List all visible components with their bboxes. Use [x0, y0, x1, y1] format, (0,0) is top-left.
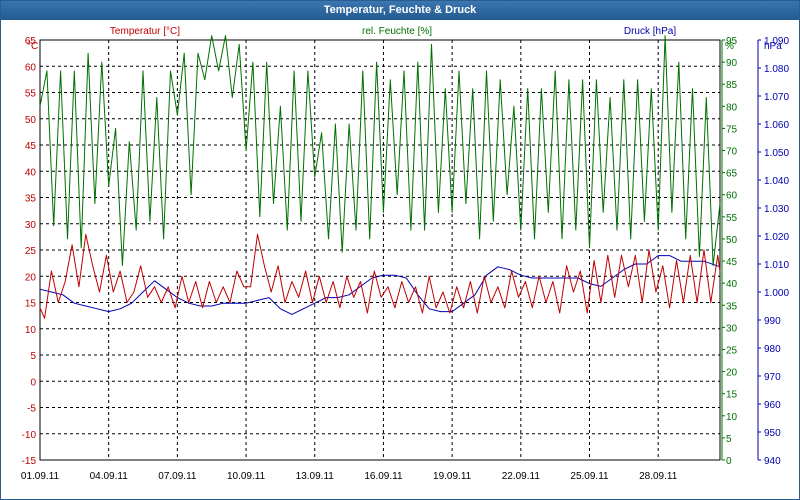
humidity-series-line — [39, 35, 721, 266]
axes: 65605550454035302520151050-5-10-15959085… — [22, 36, 790, 467]
humidity-tick-label: 85 — [726, 80, 738, 91]
legend-pressure: Druck [hPa] — [624, 26, 676, 37]
pressure-tick-label: 1.090 — [764, 36, 789, 47]
humidity-tick-label: 55 — [726, 213, 738, 224]
pressure-tick-label: 1.060 — [764, 120, 789, 131]
pressure-tick-label: 1.000 — [764, 288, 789, 299]
humidity-tick-label: 95 — [726, 36, 738, 47]
x-tick-label: 22.09.11 — [502, 471, 541, 482]
humidity-tick-label: 35 — [726, 301, 738, 312]
pressure-series-line — [39, 255, 721, 315]
humidity-tick-label: 45 — [726, 257, 738, 268]
plot-border — [39, 39, 721, 461]
x-tick-label: 01.09.11 — [21, 471, 60, 482]
pressure-tick-label: 1.020 — [764, 232, 789, 243]
temp-tick-label: 55 — [25, 89, 37, 100]
x-tick-label: 13.09.11 — [296, 471, 335, 482]
series-layer — [39, 35, 721, 319]
temp-tick-label: 50 — [25, 115, 37, 126]
x-tick-label: 25.09.11 — [570, 471, 609, 482]
x-tick-label: 10.09.11 — [227, 471, 266, 482]
pressure-tick-label: 1.070 — [764, 92, 789, 103]
x-tick-label: 04.09.11 — [90, 471, 129, 482]
grid — [40, 40, 720, 460]
humidity-tick-label: 50 — [726, 235, 738, 246]
left-axis-unit: °C — [27, 41, 38, 52]
humidity-axis-unit: % — [725, 41, 734, 52]
humidity-tick-label: 80 — [726, 102, 738, 113]
pressure-tick-label: 990 — [764, 316, 781, 327]
humidity-tick-label: 0 — [726, 456, 732, 467]
pressure-tick-label: 1.010 — [764, 260, 789, 271]
pressure-tick-label: 950 — [764, 428, 781, 439]
pressure-tick-label: 1.080 — [764, 64, 789, 75]
temp-tick-label: 10 — [25, 325, 37, 336]
temp-tick-label: 0 — [30, 377, 36, 388]
temp-tick-label: 45 — [25, 141, 37, 152]
humidity-tick-label: 25 — [726, 345, 738, 356]
humidity-tick-label: 75 — [726, 124, 738, 135]
temperature-series-line — [39, 233, 721, 319]
temp-tick-label: 30 — [25, 220, 37, 231]
humidity-tick-label: 60 — [726, 191, 738, 202]
temp-tick-label: 25 — [25, 246, 37, 257]
pressure-tick-label: 940 — [764, 456, 781, 467]
temp-tick-label: 35 — [25, 194, 37, 205]
humidity-tick-label: 5 — [726, 434, 732, 445]
humidity-tick-label: 90 — [726, 58, 738, 69]
pressure-tick-label: 960 — [764, 400, 781, 411]
humidity-tick-label: 70 — [726, 147, 738, 158]
humidity-tick-label: 40 — [726, 279, 738, 290]
humidity-tick-label: 65 — [726, 169, 738, 180]
x-axis-labels: 01.09.11 04.09.11 07.09.11 10.09.11 13.09.11… — [21, 471, 678, 482]
temp-tick-label: -10 — [22, 430, 37, 441]
temp-tick-label: 15 — [25, 299, 37, 310]
pressure-tick-label: 1.030 — [764, 204, 789, 215]
pressure-tick-label: 980 — [764, 344, 781, 355]
pressure-tick-label: 1.050 — [764, 148, 789, 159]
humidity-tick-label: 20 — [726, 368, 738, 379]
x-tick-label: 07.09.11 — [158, 471, 197, 482]
humidity-tick-label: 30 — [726, 323, 738, 334]
pressure-tick-label: 1.040 — [764, 176, 789, 187]
x-tick-label: 19.09.11 — [433, 471, 472, 482]
legend-temperature: Temperatur [°C] — [110, 26, 180, 37]
temp-tick-label: 20 — [25, 272, 37, 283]
window-title: Temperatur, Feuchte & Druck — [323, 4, 477, 16]
humidity-tick-label: 15 — [726, 390, 738, 401]
x-tick-label: 16.09.11 — [364, 471, 403, 482]
temp-tick-label: 5 — [30, 351, 36, 362]
pressure-tick-label: 970 — [764, 372, 781, 383]
title-bar: Temperatur, Feuchte & Druck — [1, 1, 799, 20]
pressure-axis-unit: hPa — [764, 41, 782, 52]
legend-humidity: rel. Feuchte [%] — [362, 26, 432, 37]
temp-tick-label: 40 — [25, 167, 37, 178]
temp-tick-label: -5 — [27, 404, 36, 415]
x-tick-label: 28.09.11 — [639, 471, 678, 482]
temp-tick-label: -15 — [22, 456, 37, 467]
humidity-tick-label: 10 — [726, 412, 738, 423]
temp-tick-label: 60 — [25, 62, 37, 73]
temp-tick-label: 65 — [25, 36, 37, 47]
